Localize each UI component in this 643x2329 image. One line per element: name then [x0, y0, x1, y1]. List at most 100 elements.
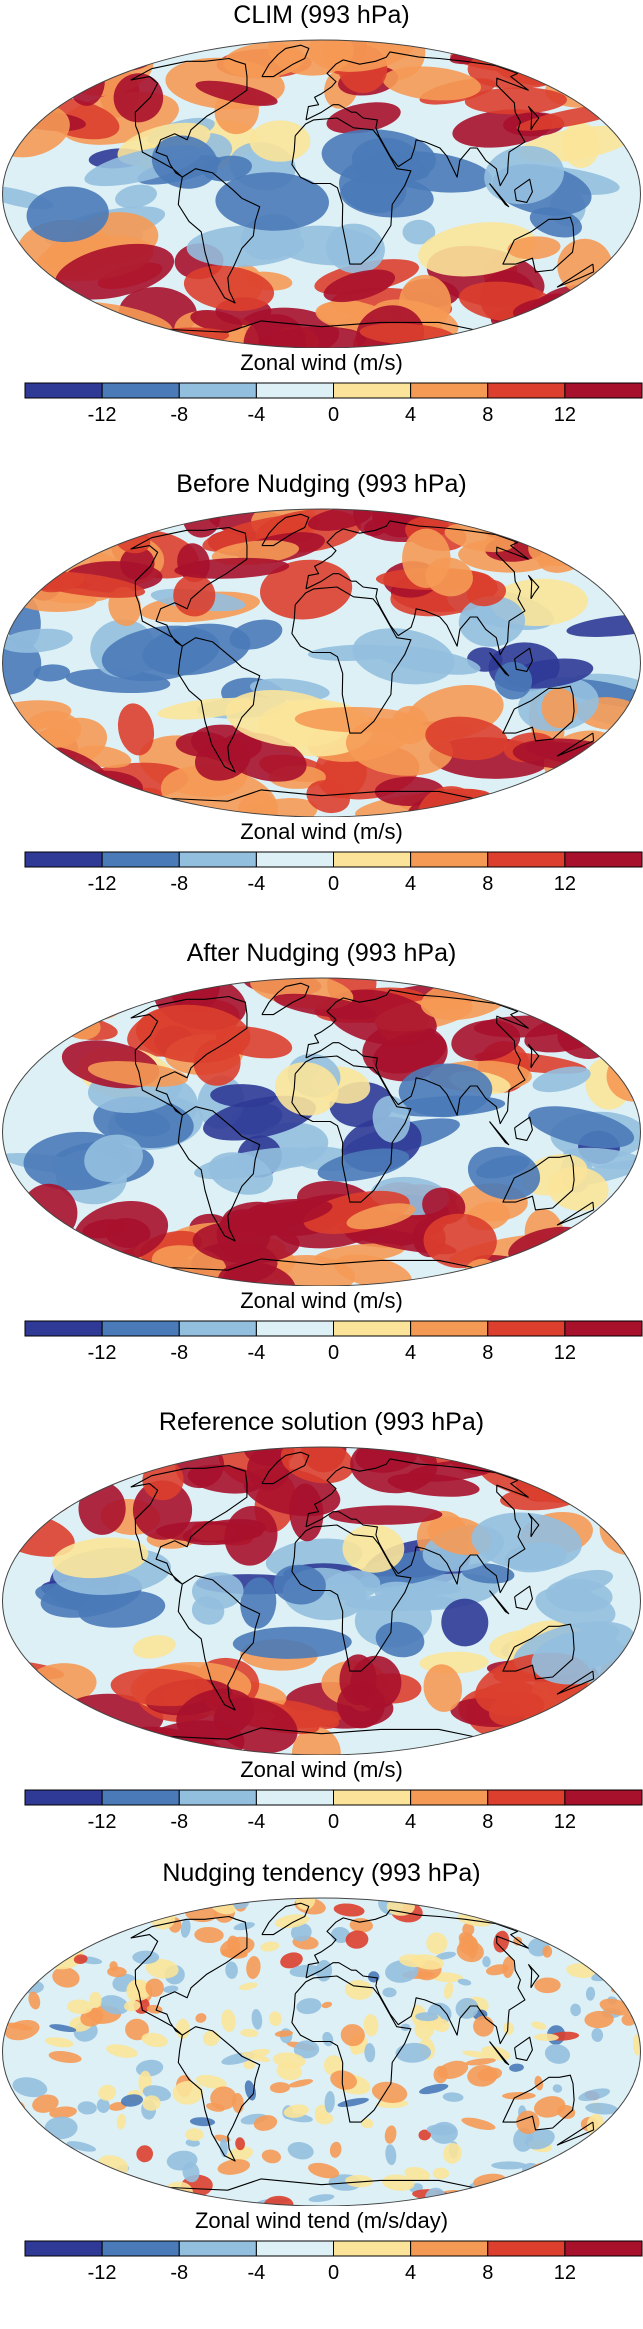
- contour-patch: [96, 2098, 110, 2113]
- contour-patch: [69, 1921, 83, 1941]
- coastline: [261, 513, 310, 547]
- contour-patch: [2, 1721, 97, 1752]
- colorbar-tick-label: -4: [248, 873, 266, 895]
- contour-patch: [491, 2161, 527, 2170]
- contour-patch: [587, 1936, 612, 1947]
- coastline: [177, 1575, 261, 1711]
- contour-patch: [195, 2074, 227, 2089]
- colorbar-segment: [333, 2240, 412, 2257]
- contour-patch: [4, 1698, 45, 1741]
- contour-patch: [217, 2159, 251, 2175]
- contour-patch: [66, 322, 137, 345]
- contour-patch: [382, 66, 482, 101]
- contour-patch: [77, 2101, 97, 2115]
- contour-patch: [586, 40, 628, 72]
- chart-panel-after-nudging: After Nudging (993 hPa) Zonal wind (m/s)…: [0, 938, 643, 1408]
- colorbar-segment: [410, 851, 489, 868]
- colorbar-segment: [24, 851, 103, 868]
- contour-patch: [531, 2021, 547, 2030]
- contour-patch: [508, 1905, 531, 1915]
- contour-patch: [491, 799, 611, 817]
- contour-patch: [345, 1930, 369, 1949]
- coastline: [130, 995, 248, 1116]
- coastline: [130, 1464, 248, 1585]
- world-map: [2, 977, 641, 1286]
- contour-patch: [2, 509, 60, 559]
- contour-patch: [287, 2142, 314, 2160]
- chart-title: After Nudging (993 hPa): [186, 939, 457, 967]
- contour-patch: [116, 2113, 127, 2130]
- contour-patch: [516, 2110, 540, 2134]
- contour-patch: [163, 1985, 179, 1993]
- contour-patch: [89, 1991, 102, 2008]
- contour-patch: [110, 1668, 214, 1707]
- contour-patch: [333, 1903, 365, 1917]
- contour-patch: [124, 2000, 141, 2012]
- contour-patch: [323, 269, 396, 303]
- contour-patch: [561, 1922, 592, 1945]
- contour-patch: [49, 2024, 77, 2033]
- contour-patch: [269, 2011, 282, 2027]
- contour-patch: [432, 2167, 450, 2180]
- contour-patch: [2, 1931, 35, 1947]
- contour-patch: [280, 1447, 355, 1484]
- coastline: [528, 1964, 540, 1989]
- contour-patch: [132, 1635, 176, 1659]
- contour-patch: [418, 222, 537, 277]
- colorbar-label: Zonal wind (m/s): [240, 350, 403, 375]
- contour-patch: [339, 160, 407, 214]
- contour-patch: [553, 1238, 627, 1286]
- contour-patch: [2, 751, 29, 772]
- contour-patch: [457, 1978, 472, 1986]
- world-map: [2, 1897, 641, 2206]
- coastline: [528, 575, 540, 600]
- contour-patch: [67, 1999, 93, 2015]
- contour-patch: [568, 1271, 641, 1286]
- contour-patch: [534, 2033, 559, 2042]
- coastline: [177, 1106, 261, 1242]
- contour-patch: [273, 1564, 326, 1605]
- contour-patch: [418, 2129, 431, 2141]
- colorbar-tick-label: 8: [482, 1342, 493, 1364]
- contour-patch: [547, 1166, 609, 1211]
- contour-patch: [425, 716, 508, 761]
- contour-patch: [373, 645, 481, 675]
- colorbar-tick-label: -8: [170, 873, 188, 895]
- contour-patch: [85, 978, 148, 1003]
- contour-patch: [73, 1954, 88, 1965]
- contour-patch: [419, 2083, 449, 2095]
- colorbar-label: Zonal wind (m/s): [240, 1757, 403, 1782]
- contour-patch: [296, 1998, 322, 2015]
- contour-patch: [609, 312, 641, 339]
- colorbar-segment: [487, 1789, 566, 1806]
- contour-patch: [98, 2084, 116, 2101]
- contour-patch: [503, 2022, 514, 2035]
- contour-patch: [592, 2189, 606, 2206]
- colorbar-tick-label: 8: [482, 873, 493, 895]
- colorbar-tick-label: -4: [248, 1811, 266, 1833]
- contour-patch: [528, 2189, 539, 2206]
- coastline: [502, 1154, 575, 1211]
- colorbar-tick-label: 12: [554, 873, 576, 895]
- contour-patch: [295, 1898, 316, 1910]
- contour-patch: [613, 2199, 639, 2206]
- colorbar-segment: [101, 851, 180, 868]
- contour-patch: [119, 1903, 148, 1916]
- contour-patch: [404, 2166, 431, 2182]
- contour-patch: [272, 2052, 306, 2069]
- contour-patch: [317, 1148, 410, 1182]
- contour-patch: [269, 2082, 291, 2094]
- colorbar-tick-label: 8: [482, 1811, 493, 1833]
- contour-patch: [240, 2028, 259, 2038]
- contour-patch: [559, 1898, 576, 1906]
- contour-patch: [426, 1932, 448, 1955]
- coastline: [291, 1975, 412, 2123]
- colorbar-tick-label: -12: [88, 873, 117, 895]
- contour-patch: [142, 623, 251, 676]
- colorbar: -12 -8 -4 0 4 8 12: [24, 2240, 643, 2284]
- contour-patch: [220, 1936, 255, 1958]
- colorbar-segment: [255, 2240, 335, 2257]
- contour-patch: [192, 1572, 244, 1610]
- chart-title: Before Nudging (993 hPa): [176, 470, 467, 498]
- contour-patch: [461, 2117, 496, 2131]
